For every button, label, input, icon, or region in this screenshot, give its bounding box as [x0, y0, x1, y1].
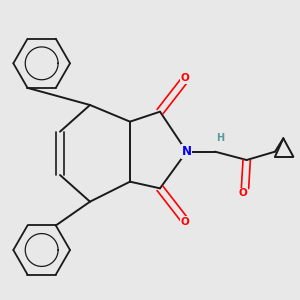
Text: H: H	[216, 133, 224, 143]
Text: O: O	[239, 188, 248, 198]
Text: O: O	[181, 73, 189, 83]
Text: N: N	[182, 145, 192, 158]
Text: O: O	[181, 217, 189, 227]
